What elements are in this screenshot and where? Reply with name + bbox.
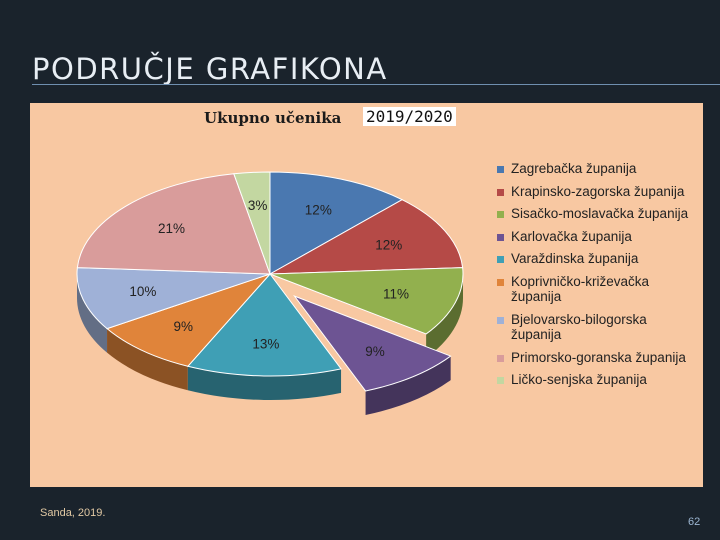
legend-label: Krapinsko-zagorska županija: [511, 183, 685, 199]
pie-slice: [186, 273, 342, 377]
pie-slice-data-label: 3%: [248, 198, 268, 213]
pie-slice: [106, 272, 272, 367]
legend-item: Ličko-senjska županija: [497, 372, 697, 388]
pie-slice: [293, 295, 452, 392]
chart-legend: Zagrebačka županija Krapinsko-zagorska žu…: [497, 161, 697, 395]
legend-item: Primorsko-goranska županija: [497, 350, 697, 366]
author-footer: Sanda, 2019.: [40, 507, 106, 519]
legend-swatch: [497, 211, 504, 218]
legend-item: Karlovačka županija: [497, 229, 697, 245]
legend-swatch: [497, 256, 504, 263]
legend-swatch: [497, 166, 504, 173]
pie-slice-data-label: 21%: [158, 221, 185, 236]
chart-title: Ukupno učenika: [204, 109, 342, 127]
pie-slice-side: [365, 356, 451, 415]
pie-slice: [269, 171, 404, 275]
pie-slice: [269, 267, 464, 335]
legend-label: Karlovačka županija: [511, 228, 632, 244]
legend-label: Koprivničko-križevačka županija: [511, 273, 650, 305]
slide-title: PODRUČJE GRAFIKONA: [32, 52, 388, 86]
legend-swatch: [497, 233, 504, 241]
pie-slice-data-label: 10%: [129, 284, 156, 299]
pie-slice: [76, 173, 271, 275]
pie-slice-data-label: 9%: [173, 319, 193, 334]
title-divider: [32, 84, 720, 85]
pie-slice-data-label: 11%: [383, 286, 409, 301]
pie-slice-side: [77, 274, 108, 353]
pie-slice-data-label: 9%: [365, 344, 385, 359]
legend-swatch: [497, 188, 504, 196]
pie-chart: 12% 12% 11% 9% 13% 9% 10% 21% 3%: [76, 171, 464, 415]
pie-slice: [76, 267, 271, 330]
chart-year-label: 2019/2020: [363, 107, 456, 126]
legend-item: Sisačko-moslavačka županija: [497, 206, 697, 222]
legend-item: Zagrebačka županija: [497, 161, 697, 177]
pie-slice-data-label: 12%: [305, 203, 332, 218]
page-number: 62: [688, 516, 701, 528]
legend-item: Bjelovarsko-bilogorska županija: [497, 312, 697, 343]
legend-label: Zagrebačka županija: [511, 161, 637, 176]
pie-slice: [233, 171, 271, 275]
chart-area: 12% 12% 11% 9% 13% 9% 10% 21% 3% Ukupno učenika …: [30, 103, 703, 487]
pie-slice-data-label: 13%: [252, 336, 279, 351]
legend-swatch: [497, 354, 504, 362]
legend-swatch: [497, 377, 504, 384]
legend-item: Krapinsko-zagorska županija: [497, 184, 697, 200]
legend-label: Bjelovarsko-bilogorska županija: [511, 311, 647, 343]
legend-label: Ličko-senjska županija: [511, 372, 647, 387]
legend-label: Primorsko-goranska županija: [511, 349, 686, 365]
pie-slice-side: [107, 328, 188, 391]
legend-label: Sisačko-moslavačka županija: [511, 206, 689, 221]
legend-item: Koprivničko-križevačka županija: [497, 274, 697, 305]
legend-label: Varaždinska županija: [511, 251, 639, 266]
legend-swatch: [497, 316, 504, 324]
pie-slice: [269, 199, 464, 275]
legend-swatch: [497, 278, 504, 286]
pie-slice-side: [426, 274, 463, 358]
pie-slice-data-label: 12%: [375, 237, 402, 252]
legend-item: Varaždinska županija: [497, 251, 697, 267]
